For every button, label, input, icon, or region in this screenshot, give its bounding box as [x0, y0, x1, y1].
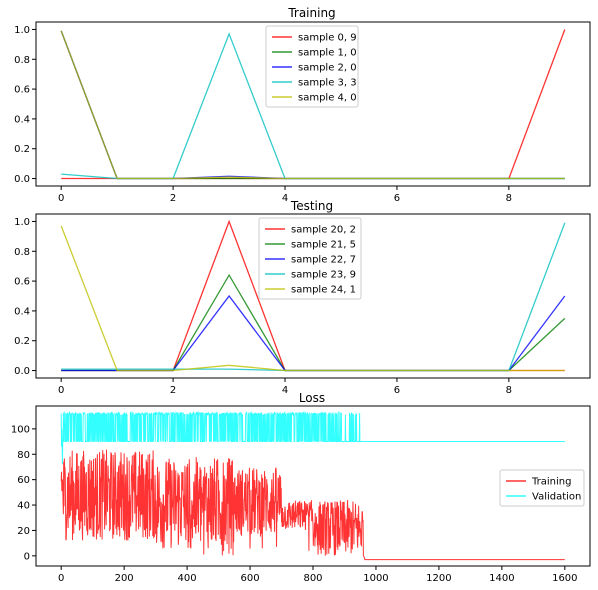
- legend-label: sample 2, 0: [298, 63, 357, 74]
- panel-title-training: Training: [287, 6, 335, 20]
- legend-frame: [258, 217, 362, 300]
- y-tick-label: 0.6: [14, 85, 30, 96]
- y-tick-label: 100: [11, 424, 30, 435]
- y-tick-label: 1.0: [14, 25, 30, 36]
- y-tick-label: 1.0: [14, 217, 30, 228]
- legend-testing: sample 20, 2 sample 21, 5 sample 22, 7 samp…: [258, 217, 362, 300]
- x-tick-label: 6: [394, 385, 400, 396]
- y-tick-label: 0.6: [14, 277, 30, 288]
- legend-label: sample 24, 1: [291, 285, 356, 296]
- x-tick-label: 2: [170, 385, 176, 396]
- x-tick-label: 1000: [363, 573, 388, 584]
- y-tick-label: 0.0: [14, 366, 30, 377]
- y-tick-label: 0.8: [14, 55, 30, 66]
- x-tick-label: 1600: [552, 573, 577, 584]
- panel-title-loss: Loss: [299, 391, 325, 405]
- panel-loss: Loss 0 200 400 600 800 1000 1200 1400 1600 0 20 40 6…: [11, 391, 591, 584]
- x-tick-label: 200: [115, 573, 134, 584]
- plot-frame-testing: [35, 213, 591, 379]
- legend-label: sample 23, 9: [291, 270, 356, 281]
- y-tick-label: 40: [17, 501, 30, 512]
- series-line-training: [60, 449, 565, 561]
- series-line-4: [60, 30, 565, 180]
- x-tick-label: 8: [506, 193, 512, 204]
- x-tick-label: 0: [58, 573, 64, 584]
- legend-frame: [499, 469, 585, 507]
- legend-label: sample 0, 9: [298, 33, 357, 44]
- series-group-loss: [60, 410, 565, 561]
- x-tick-label: 1200: [426, 573, 451, 584]
- y-tick-label: 0.0: [14, 174, 30, 185]
- legend-frame: [265, 25, 359, 108]
- tick-group-testing: 0 2 4 6 8 0.0 0.2 0.4 0.6 0.8 1.0: [14, 217, 512, 396]
- series-group-testing: [60, 219, 566, 372]
- legend-label: sample 22, 7: [291, 255, 356, 266]
- legend-label: sample 3, 3: [298, 78, 357, 89]
- x-tick-label: 4: [282, 193, 288, 204]
- legend-label: Validation: [532, 492, 581, 503]
- plot-frame-training: [35, 21, 591, 187]
- y-tick-label: 0.2: [14, 144, 30, 155]
- y-tick-label: 0.8: [14, 247, 30, 258]
- x-tick-label: 0: [58, 193, 64, 204]
- x-tick-label: 4: [282, 385, 288, 396]
- y-tick-label: 60: [17, 475, 30, 486]
- series-line-validation: [60, 410, 565, 465]
- y-tick-label: 0.4: [14, 306, 30, 317]
- y-tick-label: 0.4: [14, 114, 30, 125]
- panel-title-testing: Testing: [290, 199, 333, 213]
- legend-label: sample 21, 5: [291, 240, 356, 251]
- y-tick-label: 80: [17, 450, 30, 461]
- x-tick-label: 600: [240, 573, 259, 584]
- legend-loss: Training Validation: [499, 469, 585, 507]
- x-tick-label: 800: [303, 573, 322, 584]
- tick-group-loss: 0 200 400 600 800 1000 1200 1400 1600 0 20 40 60 80 10…: [11, 424, 578, 584]
- x-tick-label: 2: [170, 193, 176, 204]
- tick-group-training: 0 2 4 6 8 0.0 0.2 0.4 0.6 0.8 1.0: [14, 25, 512, 204]
- x-tick-label: 0: [58, 385, 64, 396]
- x-tick-label: 1400: [489, 573, 514, 584]
- series-line-4: [60, 225, 565, 372]
- x-tick-label: 8: [506, 385, 512, 396]
- legend-label: sample 4, 0: [298, 93, 357, 104]
- legend-training: sample 0, 9 sample 1, 0 sample 2, 0 sample …: [265, 25, 359, 108]
- legend-label: Training: [531, 477, 571, 488]
- legend-label: sample 20, 2: [291, 225, 356, 236]
- series-line-2: [61, 294, 566, 372]
- panel-testing: Testing 0 2 4 6 8 0.0 0.2 0.4 0.6 0.8 1.0 sample 2…: [14, 199, 591, 396]
- y-tick-label: 0: [24, 551, 30, 562]
- series-group-training: [60, 29, 566, 180]
- y-tick-label: 20: [17, 526, 30, 537]
- y-tick-label: 0.2: [14, 336, 30, 347]
- x-tick-label: 6: [394, 193, 400, 204]
- x-tick-label: 400: [178, 573, 197, 584]
- panel-training: Training 0 2 4 6 8 0.0 0.2 0.4 0.6 0.8 1.0 sample …: [14, 6, 591, 204]
- legend-label: sample 1, 0: [298, 48, 357, 59]
